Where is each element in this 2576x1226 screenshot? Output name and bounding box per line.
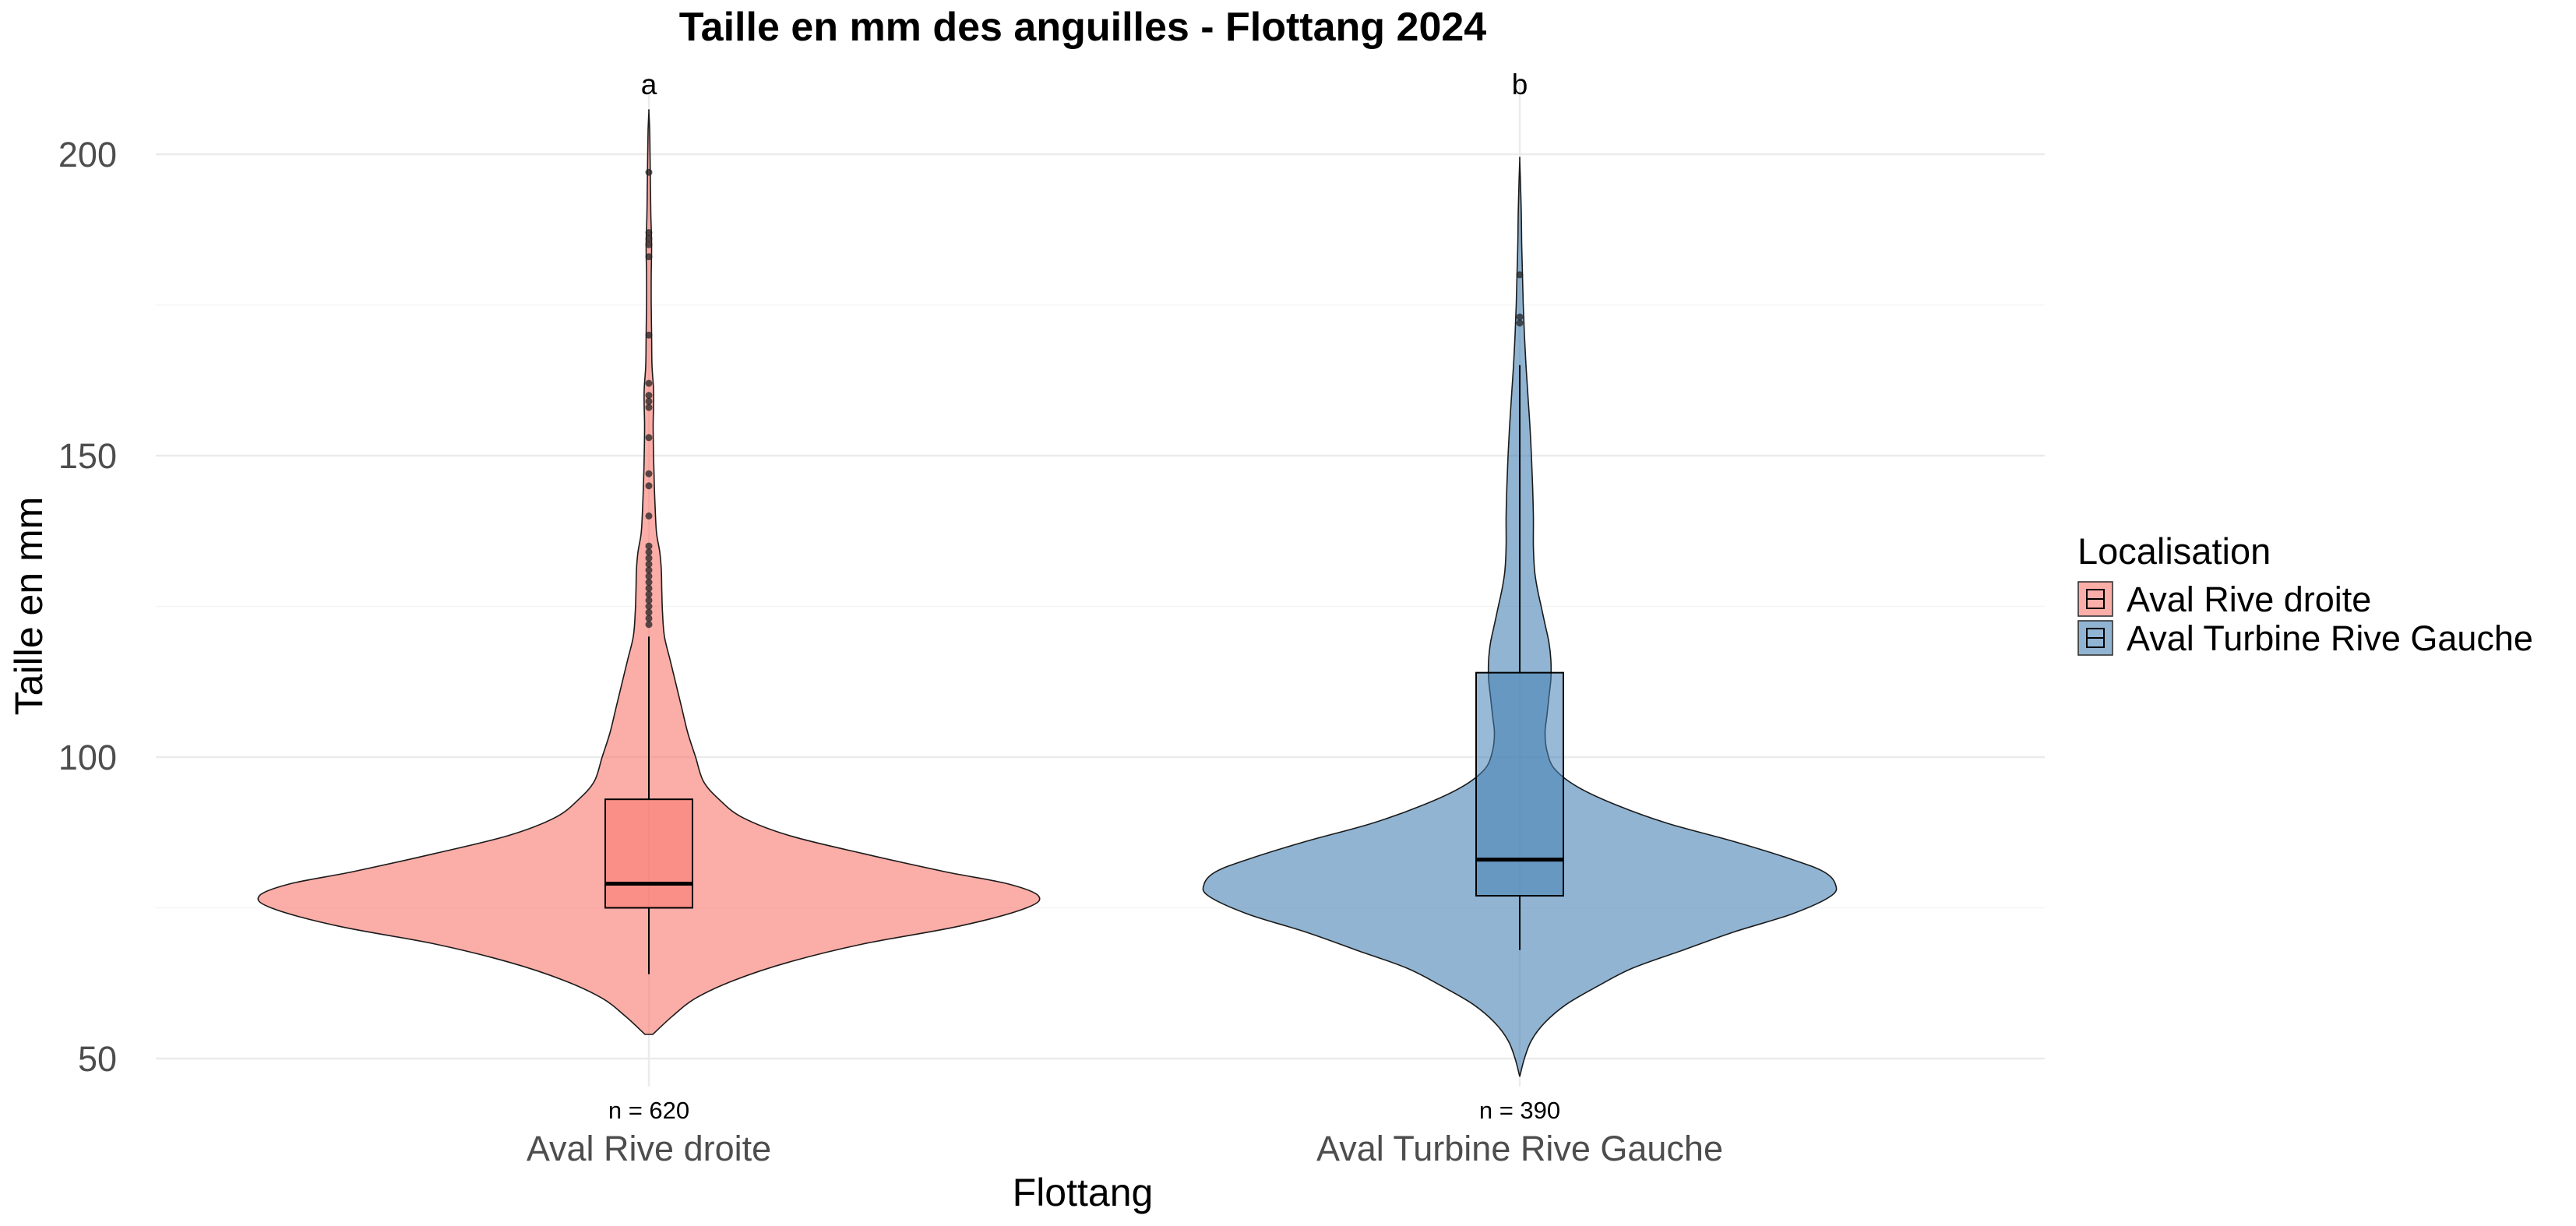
legend-item: Aval Turbine Rive Gauche (2077, 618, 2533, 658)
y-tick-label: 100 (58, 738, 117, 777)
outlier-point (645, 621, 653, 629)
outlier-point (645, 234, 653, 242)
outlier-point (645, 603, 653, 610)
outlier-point (645, 168, 653, 176)
y-tick-label: 150 (58, 436, 117, 476)
outlier-point (645, 403, 653, 411)
outlier-point (1516, 271, 1524, 279)
y-tick-label: 200 (58, 135, 117, 174)
box-iqr (604, 798, 693, 909)
outlier-point (645, 590, 653, 598)
sample-size-label: n = 390 (1479, 1097, 1560, 1124)
outlier-points (645, 168, 1524, 629)
x-tick-label: Aval Rive droite (527, 1129, 771, 1168)
outlier-point (645, 434, 653, 442)
outlier-point (645, 392, 653, 400)
outlier-point (645, 560, 653, 568)
box-iqr (1475, 671, 1564, 897)
outlier-point (645, 597, 653, 604)
violins (257, 109, 1838, 1077)
outlier-point (645, 512, 653, 520)
outlier-point (645, 542, 653, 550)
outlier-point (645, 470, 653, 477)
outlier-point (645, 331, 653, 339)
outlier-point (645, 566, 653, 574)
y-tick-label: 50 (78, 1039, 117, 1079)
y-axis-ticks: 50 100 150 200 (58, 135, 117, 1079)
outlier-point (645, 397, 653, 405)
x-axis-ticks: Aval Rive droite Aval Turbine Rive Gauche (527, 1129, 1723, 1168)
outlier-point (645, 608, 653, 616)
outlier-point (645, 253, 653, 261)
x-tick-label: Aval Turbine Rive Gauche (1316, 1129, 1723, 1168)
outlier-point (1516, 313, 1524, 321)
outlier-point (645, 548, 653, 556)
legend-label: Aval Rive droite (2127, 580, 2371, 619)
outlier-point (645, 241, 653, 248)
grid (156, 78, 2045, 1087)
outlier-point (645, 555, 653, 562)
annotations: n = 620 a n = 390 b (608, 69, 1560, 1124)
outlier-point (645, 572, 653, 580)
chart-title: Taille en mm des anguilles - Flottang 20… (679, 5, 1487, 50)
legend-title: Localisation (2077, 530, 2271, 572)
outlier-point (645, 615, 653, 622)
y-axis-title: Taille en mm (7, 497, 51, 716)
legend-item: Aval Rive droite (2077, 580, 2371, 619)
significance-letter: b (1512, 69, 1528, 100)
outlier-point (645, 229, 653, 237)
x-axis-title: Flottang (1013, 1171, 1154, 1214)
significance-letter: a (641, 69, 657, 100)
outlier-point (645, 482, 653, 490)
legend-label: Aval Turbine Rive Gauche (2127, 618, 2533, 658)
sample-size-label: n = 620 (608, 1097, 689, 1124)
outlier-point (1516, 319, 1524, 327)
outlier-point (645, 584, 653, 592)
outlier-point (645, 379, 653, 387)
outlier-point (645, 579, 653, 587)
boxplots (604, 365, 1564, 974)
